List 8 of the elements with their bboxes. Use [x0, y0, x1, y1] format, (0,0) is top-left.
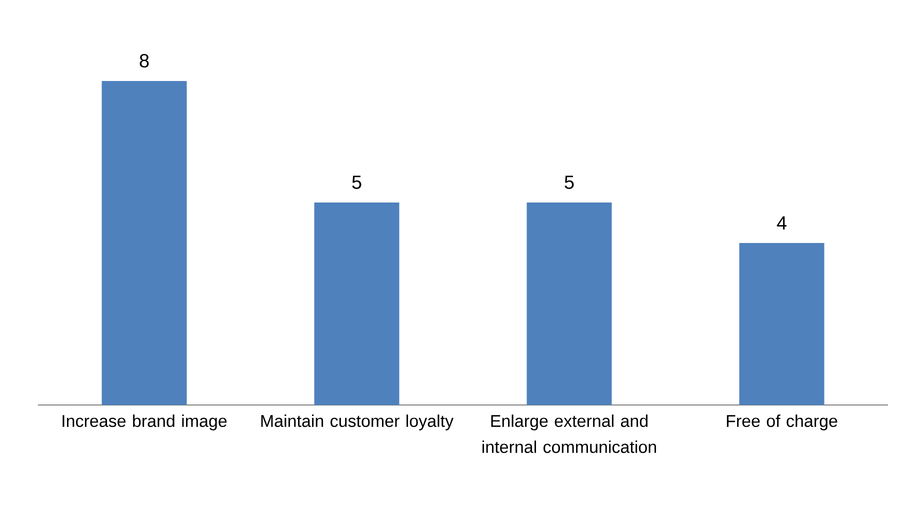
data-label: 4	[776, 216, 786, 230]
x-tick-label: Increase brand image	[62, 414, 227, 430]
x-tick-label: Free of charge	[726, 414, 838, 430]
data-label: 5	[352, 176, 362, 189]
data-label: 8	[140, 54, 149, 68]
x-tick-label: Enlarge external and internal communication	[482, 414, 656, 454]
data-label: 5	[564, 176, 574, 189]
x-tick-label: Maintain customer loyalty	[261, 414, 454, 430]
